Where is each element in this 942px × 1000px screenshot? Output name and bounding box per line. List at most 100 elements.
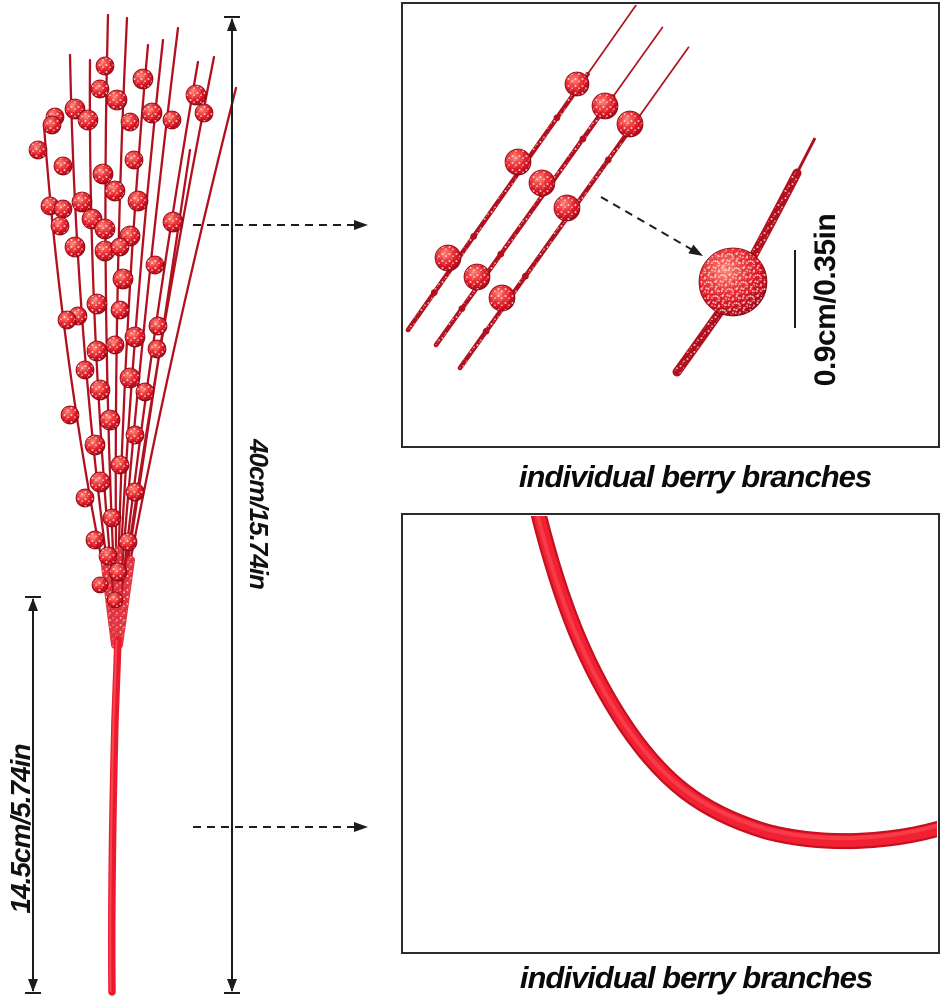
twig-node <box>470 233 478 240</box>
berry-glitter <box>90 380 110 400</box>
stem-closeup-highlight <box>535 516 937 841</box>
berry-glitter <box>554 195 580 221</box>
berry-glitter <box>565 72 589 96</box>
berry-glitter <box>91 80 109 98</box>
bundle-glitter <box>116 557 134 648</box>
berry-glitter <box>29 141 47 159</box>
dimension-line <box>25 596 41 994</box>
berry-glitter <box>65 237 85 257</box>
down-arrowhead-icon <box>227 979 237 992</box>
twig <box>405 5 638 333</box>
berry-glitter <box>617 111 643 137</box>
berry-glitter <box>93 164 113 184</box>
berry-glitter <box>95 219 115 239</box>
berry-glitter <box>87 341 107 361</box>
berry-glitter <box>149 317 167 335</box>
berry-closeup-glitter <box>701 250 765 314</box>
up-arrowhead-icon <box>28 598 38 611</box>
twig-node <box>430 289 438 296</box>
arrowhead-icon <box>354 220 368 230</box>
branch-line <box>104 13 119 636</box>
arrowhead-icon <box>354 822 368 832</box>
berry-diameter-label: 0.9cm/0.35in <box>809 214 842 386</box>
total-height-label: 40cm/15.74in <box>244 438 274 589</box>
berry-glitter <box>76 489 94 507</box>
berry-glitter <box>72 192 92 212</box>
berry-glitter <box>103 509 121 527</box>
berry-glitter <box>95 241 115 261</box>
bottom-box-caption: individual berry branches <box>520 960 873 995</box>
berry-glitter <box>128 191 148 211</box>
berry-glitter <box>113 269 133 289</box>
berry-glitter <box>186 85 206 105</box>
top-box-caption: individual berry branches <box>519 459 872 494</box>
twig-node <box>604 156 612 164</box>
berry-glitter <box>90 472 110 492</box>
stem-height-label: 14.5cm/5.74in <box>5 744 36 913</box>
twig-node <box>579 135 587 143</box>
berry-glitter <box>99 547 117 565</box>
berry-glitter <box>107 90 127 110</box>
stem <box>107 636 122 996</box>
stem-detail-graphic <box>530 516 937 850</box>
berry-glitter <box>126 426 144 444</box>
pointer-arrow <box>193 822 368 832</box>
berry-glitter <box>148 340 166 358</box>
berry-glitter <box>529 170 555 196</box>
pointer-arrow <box>600 196 703 256</box>
twig-node <box>522 272 529 280</box>
berry-glitter <box>96 57 114 75</box>
berry-glitter <box>43 116 61 134</box>
berry-glitter <box>107 592 123 608</box>
berry-glitter <box>195 104 213 122</box>
berry-glitter <box>146 256 164 274</box>
berry-glitter <box>111 238 129 256</box>
berry-glitter <box>76 361 94 379</box>
berry-glitter <box>106 336 124 354</box>
berry-glitter <box>78 110 98 130</box>
berry-glitter <box>163 111 181 129</box>
twig <box>433 26 664 348</box>
berry-glitter <box>125 327 145 347</box>
twig <box>457 46 690 371</box>
berry-glitter <box>163 212 183 232</box>
berry-glitter <box>111 456 129 474</box>
berry-glitter <box>61 406 79 424</box>
pointer-arrow <box>193 220 368 230</box>
berry-glitter <box>100 410 120 430</box>
berry-glitter <box>121 113 139 131</box>
up-arrowhead-icon <box>227 18 237 31</box>
twig-tip <box>603 26 664 110</box>
stem-highlight <box>109 639 118 993</box>
twig-tip <box>578 5 638 88</box>
berry-glitter <box>435 245 461 271</box>
berry-spray-graphic <box>28 13 238 996</box>
berry-glitter <box>51 217 69 235</box>
berry-glitter <box>65 99 85 119</box>
berry-glitter <box>125 151 143 169</box>
twig-node <box>458 305 466 313</box>
down-arrowhead-icon <box>28 979 38 992</box>
berry-glitter <box>505 149 531 175</box>
berry-glitter <box>142 103 162 123</box>
berry-glitter <box>105 181 125 201</box>
berry-glitter <box>109 563 127 581</box>
twig-node <box>482 327 490 335</box>
berry-glitter <box>120 368 140 388</box>
dimension-line <box>224 16 240 994</box>
berry-glitter <box>54 157 72 175</box>
arrowhead-icon <box>688 244 703 256</box>
detail-panel-stem <box>401 513 940 954</box>
berry-glitter <box>464 264 490 290</box>
detail-panel-branches <box>401 2 940 448</box>
berry-glitter <box>111 301 129 319</box>
dashed-line <box>600 196 694 252</box>
berry-glitter <box>489 285 515 311</box>
berry-glitter <box>592 93 618 119</box>
berry-glitter <box>54 200 72 218</box>
berry-glitter <box>126 483 144 501</box>
twig-node <box>553 114 561 122</box>
berry-glitter <box>87 294 107 314</box>
